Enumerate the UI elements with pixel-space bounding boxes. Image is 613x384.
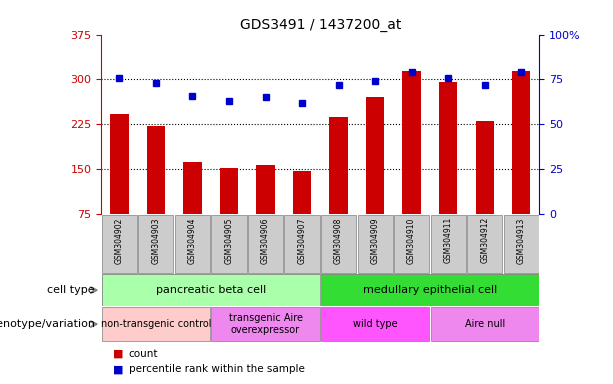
Text: non-transgenic control: non-transgenic control [101,319,211,329]
Text: Aire null: Aire null [465,319,504,329]
FancyBboxPatch shape [102,215,137,273]
Bar [147,126,165,214]
Text: transgenic Aire
overexpressor: transgenic Aire overexpressor [229,313,302,335]
Text: GSM304913: GSM304913 [517,217,526,264]
Text: GSM304904: GSM304904 [188,217,197,264]
FancyBboxPatch shape [430,307,539,341]
Bar [439,83,457,214]
Text: percentile rank within the sample: percentile rank within the sample [129,364,305,374]
Bar [476,121,494,214]
FancyBboxPatch shape [357,215,392,273]
Text: GSM304906: GSM304906 [261,217,270,264]
FancyBboxPatch shape [467,215,502,273]
Text: ■: ■ [113,364,124,374]
Text: GSM304911: GSM304911 [444,217,452,263]
Bar [512,71,530,214]
Text: GSM304903: GSM304903 [151,217,161,264]
Text: GSM304910: GSM304910 [407,217,416,264]
Bar [366,98,384,214]
FancyBboxPatch shape [321,274,539,306]
FancyBboxPatch shape [321,215,356,273]
FancyBboxPatch shape [430,215,466,273]
FancyBboxPatch shape [102,274,539,306]
Text: GSM304909: GSM304909 [371,217,379,264]
FancyBboxPatch shape [284,215,319,273]
FancyBboxPatch shape [394,215,429,273]
FancyBboxPatch shape [102,274,319,306]
Bar [110,114,129,214]
Text: GSM304902: GSM304902 [115,217,124,264]
Bar [220,168,238,214]
Text: GSM304905: GSM304905 [224,217,234,264]
FancyBboxPatch shape [102,307,210,341]
Text: genotype/variation: genotype/variation [0,319,95,329]
Text: wild type: wild type [352,319,397,329]
Title: GDS3491 / 1437200_at: GDS3491 / 1437200_at [240,18,401,32]
Text: GSM304908: GSM304908 [334,217,343,264]
Bar [293,170,311,214]
Bar [256,165,275,214]
Bar [403,71,421,214]
Text: GSM304912: GSM304912 [480,217,489,263]
Bar [329,117,348,214]
Text: cell type: cell type [47,285,95,295]
FancyBboxPatch shape [139,215,173,273]
Text: GSM304907: GSM304907 [297,217,306,264]
Text: pancreatic beta cell: pancreatic beta cell [156,285,266,295]
FancyBboxPatch shape [211,307,319,341]
Text: count: count [129,349,158,359]
Bar [183,162,202,214]
Text: medullary epithelial cell: medullary epithelial cell [363,285,497,295]
FancyBboxPatch shape [504,215,539,273]
Text: ■: ■ [113,349,124,359]
FancyBboxPatch shape [248,215,283,273]
FancyBboxPatch shape [321,307,429,341]
FancyBboxPatch shape [175,215,210,273]
FancyBboxPatch shape [211,215,246,273]
